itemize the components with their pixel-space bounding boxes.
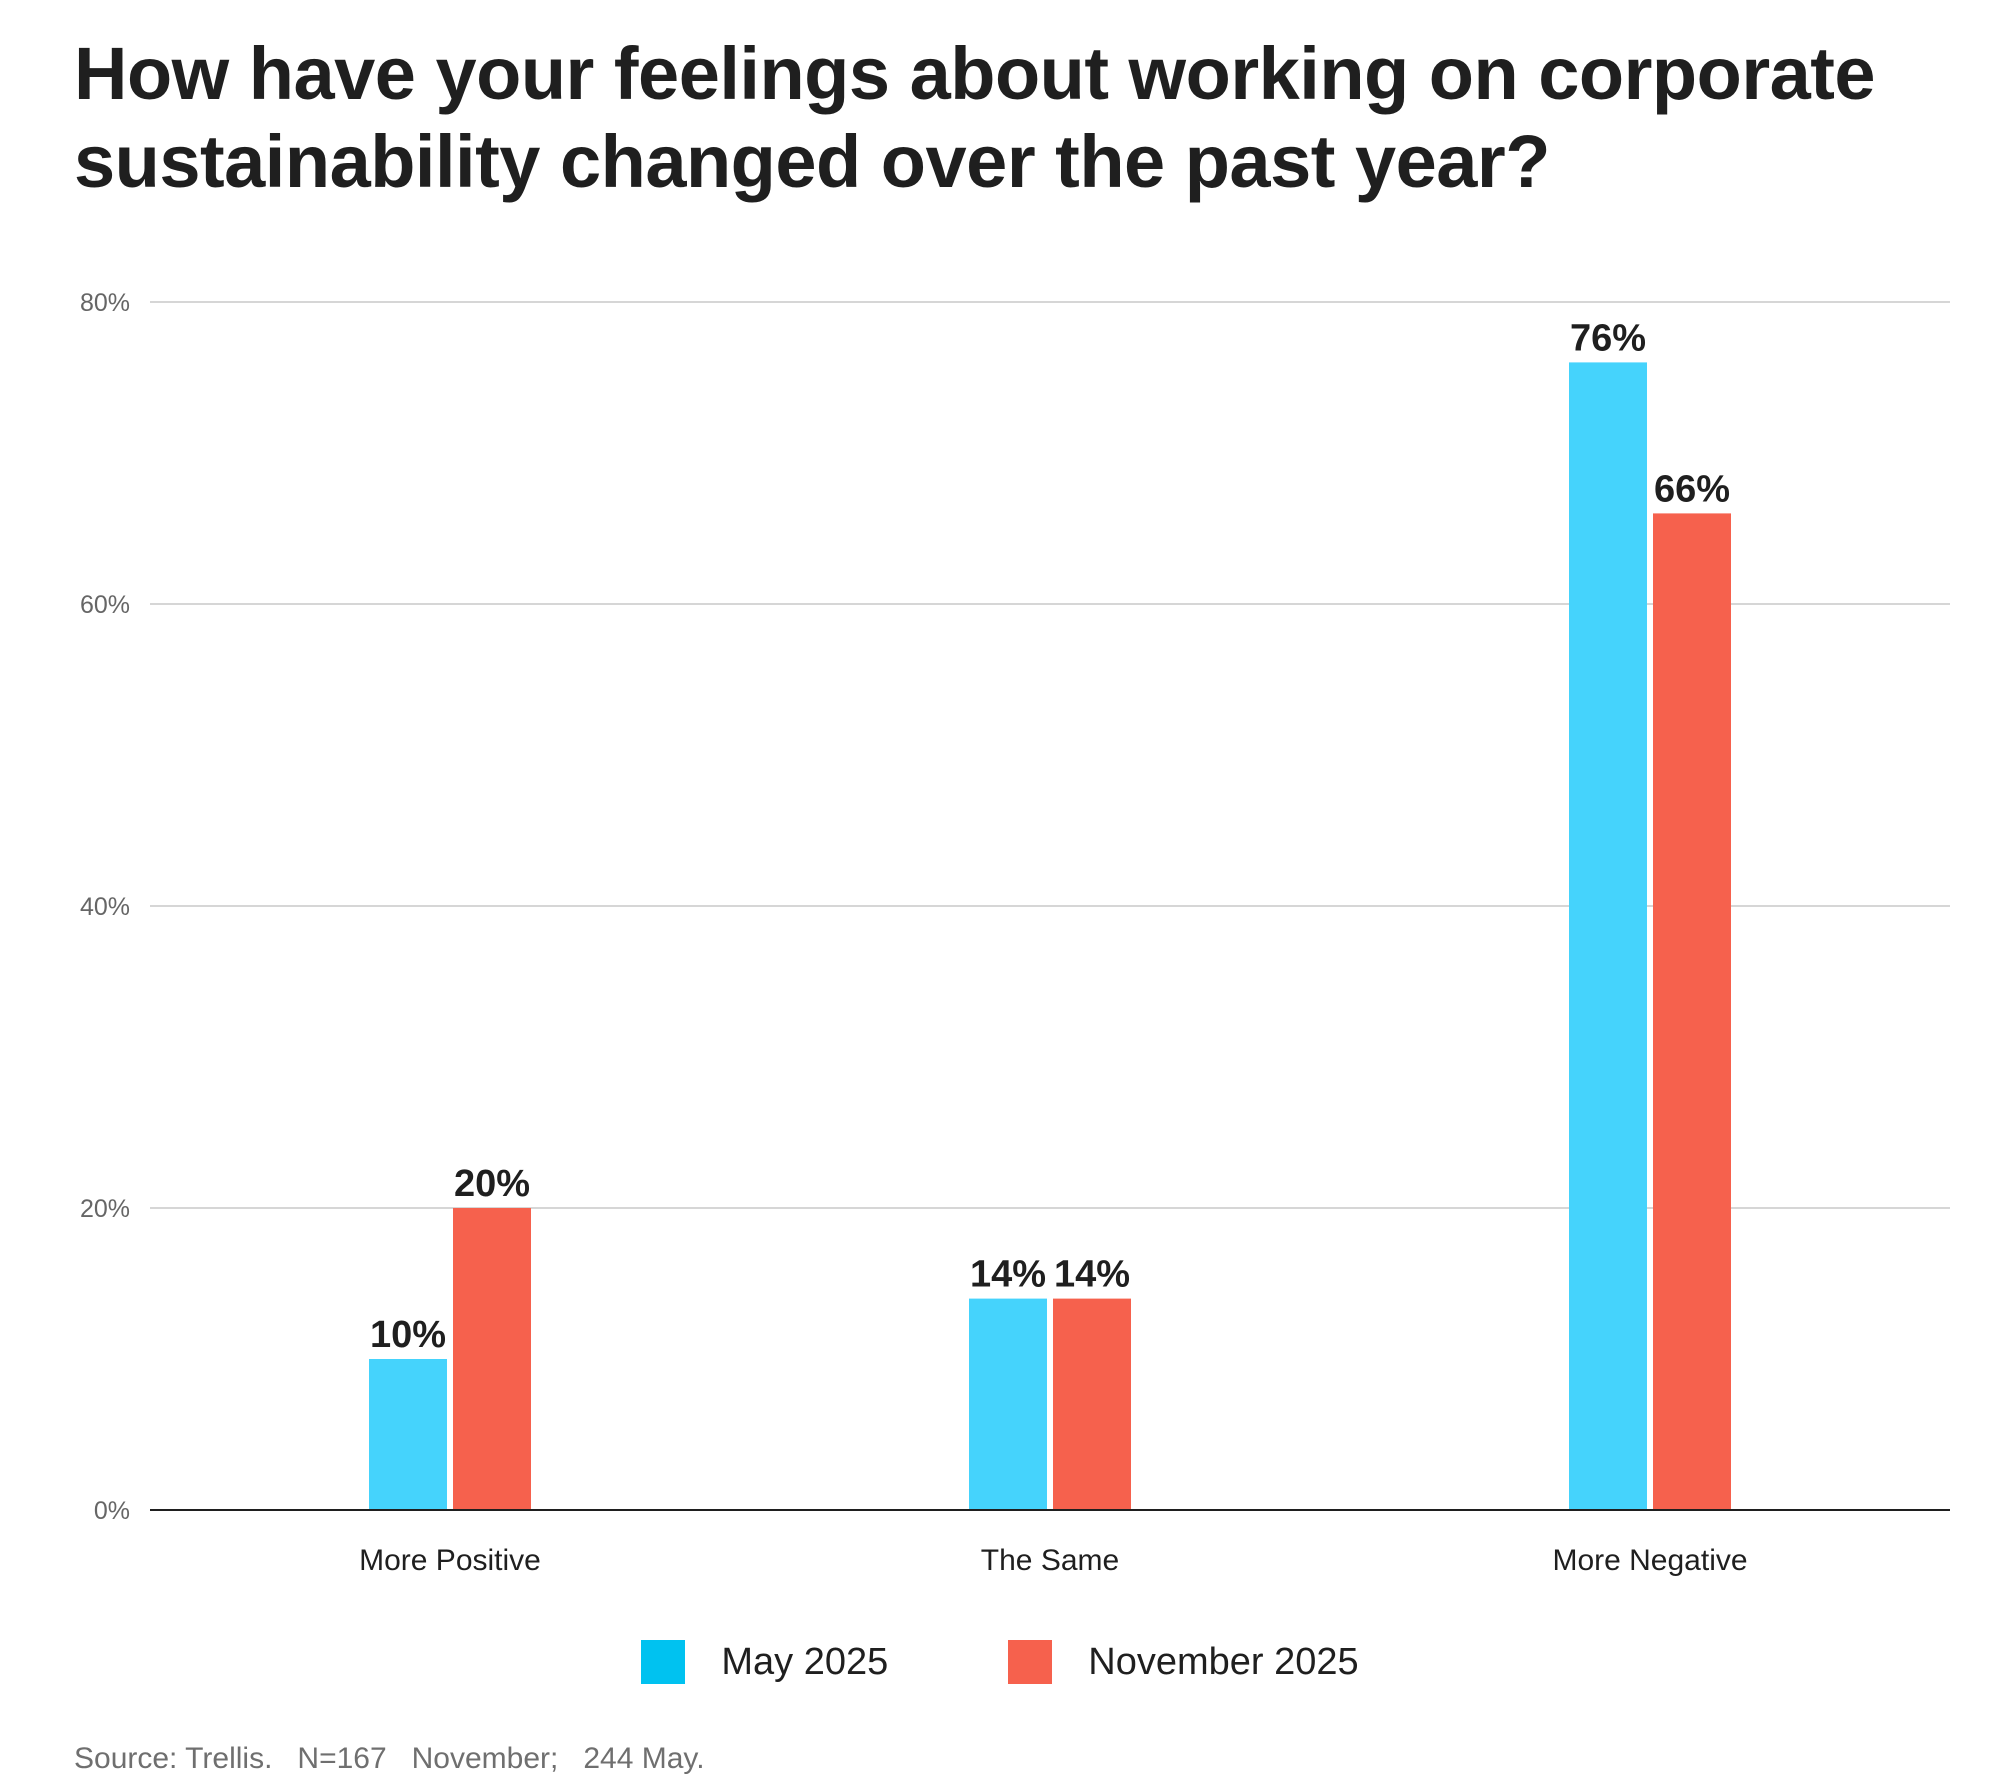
bar-november-2025-the-same	[1053, 1298, 1131, 1510]
x-axis-categories: More Positive The Same More Negative	[359, 1544, 1747, 1577]
bar-november-2025-more-negative	[1653, 513, 1731, 1510]
data-label: 10%	[370, 1314, 446, 1356]
bar-may-2025-more-positive	[369, 1359, 447, 1510]
y-tick-label: 80%	[80, 289, 130, 317]
y-tick-label: 60%	[80, 591, 130, 619]
legend-label-may-2025: May 2025	[721, 1640, 889, 1683]
x-category-label: The Same	[981, 1544, 1119, 1577]
y-axis-ticks: 0% 20% 40% 60% 80%	[80, 289, 130, 1525]
legend-swatch-november-2025	[1008, 1640, 1053, 1684]
legend: May 2025 November 2025	[0, 1640, 2000, 1684]
bar-chart: 0% 20% 40% 60% 80% 10% 20% 14% 14% 76% 66% More P…	[80, 289, 1950, 1577]
source-note: Source: Trellis. N=167 November; 244 May…	[74, 1742, 705, 1775]
legend-item-november-2025: November 2025	[1008, 1640, 1359, 1684]
chart-title: How have your feelings about working on …	[74, 32, 1876, 203]
y-tick-label: 0%	[94, 1497, 130, 1525]
bar-november-2025-more-positive	[453, 1208, 531, 1510]
bar-may-2025-the-same	[969, 1298, 1047, 1510]
y-tick-label: 20%	[80, 1195, 130, 1223]
data-label: 20%	[454, 1163, 530, 1205]
data-label: 14%	[1054, 1254, 1130, 1296]
legend-swatch-may-2025	[641, 1640, 686, 1684]
data-label: 66%	[1654, 468, 1730, 510]
bar-may-2025-more-negative	[1569, 362, 1647, 1510]
y-tick-label: 40%	[80, 893, 130, 921]
data-label: 76%	[1570, 317, 1646, 359]
data-labels: 10% 20% 14% 14% 76% 66%	[370, 317, 1730, 1356]
x-category-label: More Positive	[359, 1544, 541, 1577]
bars	[369, 362, 1731, 1510]
legend-item-may-2025: May 2025	[641, 1640, 888, 1684]
gridlines	[150, 301, 1950, 1209]
x-category-label: More Negative	[1552, 1544, 1747, 1577]
legend-label-november-2025: November 2025	[1088, 1640, 1359, 1683]
data-label: 14%	[970, 1254, 1046, 1296]
